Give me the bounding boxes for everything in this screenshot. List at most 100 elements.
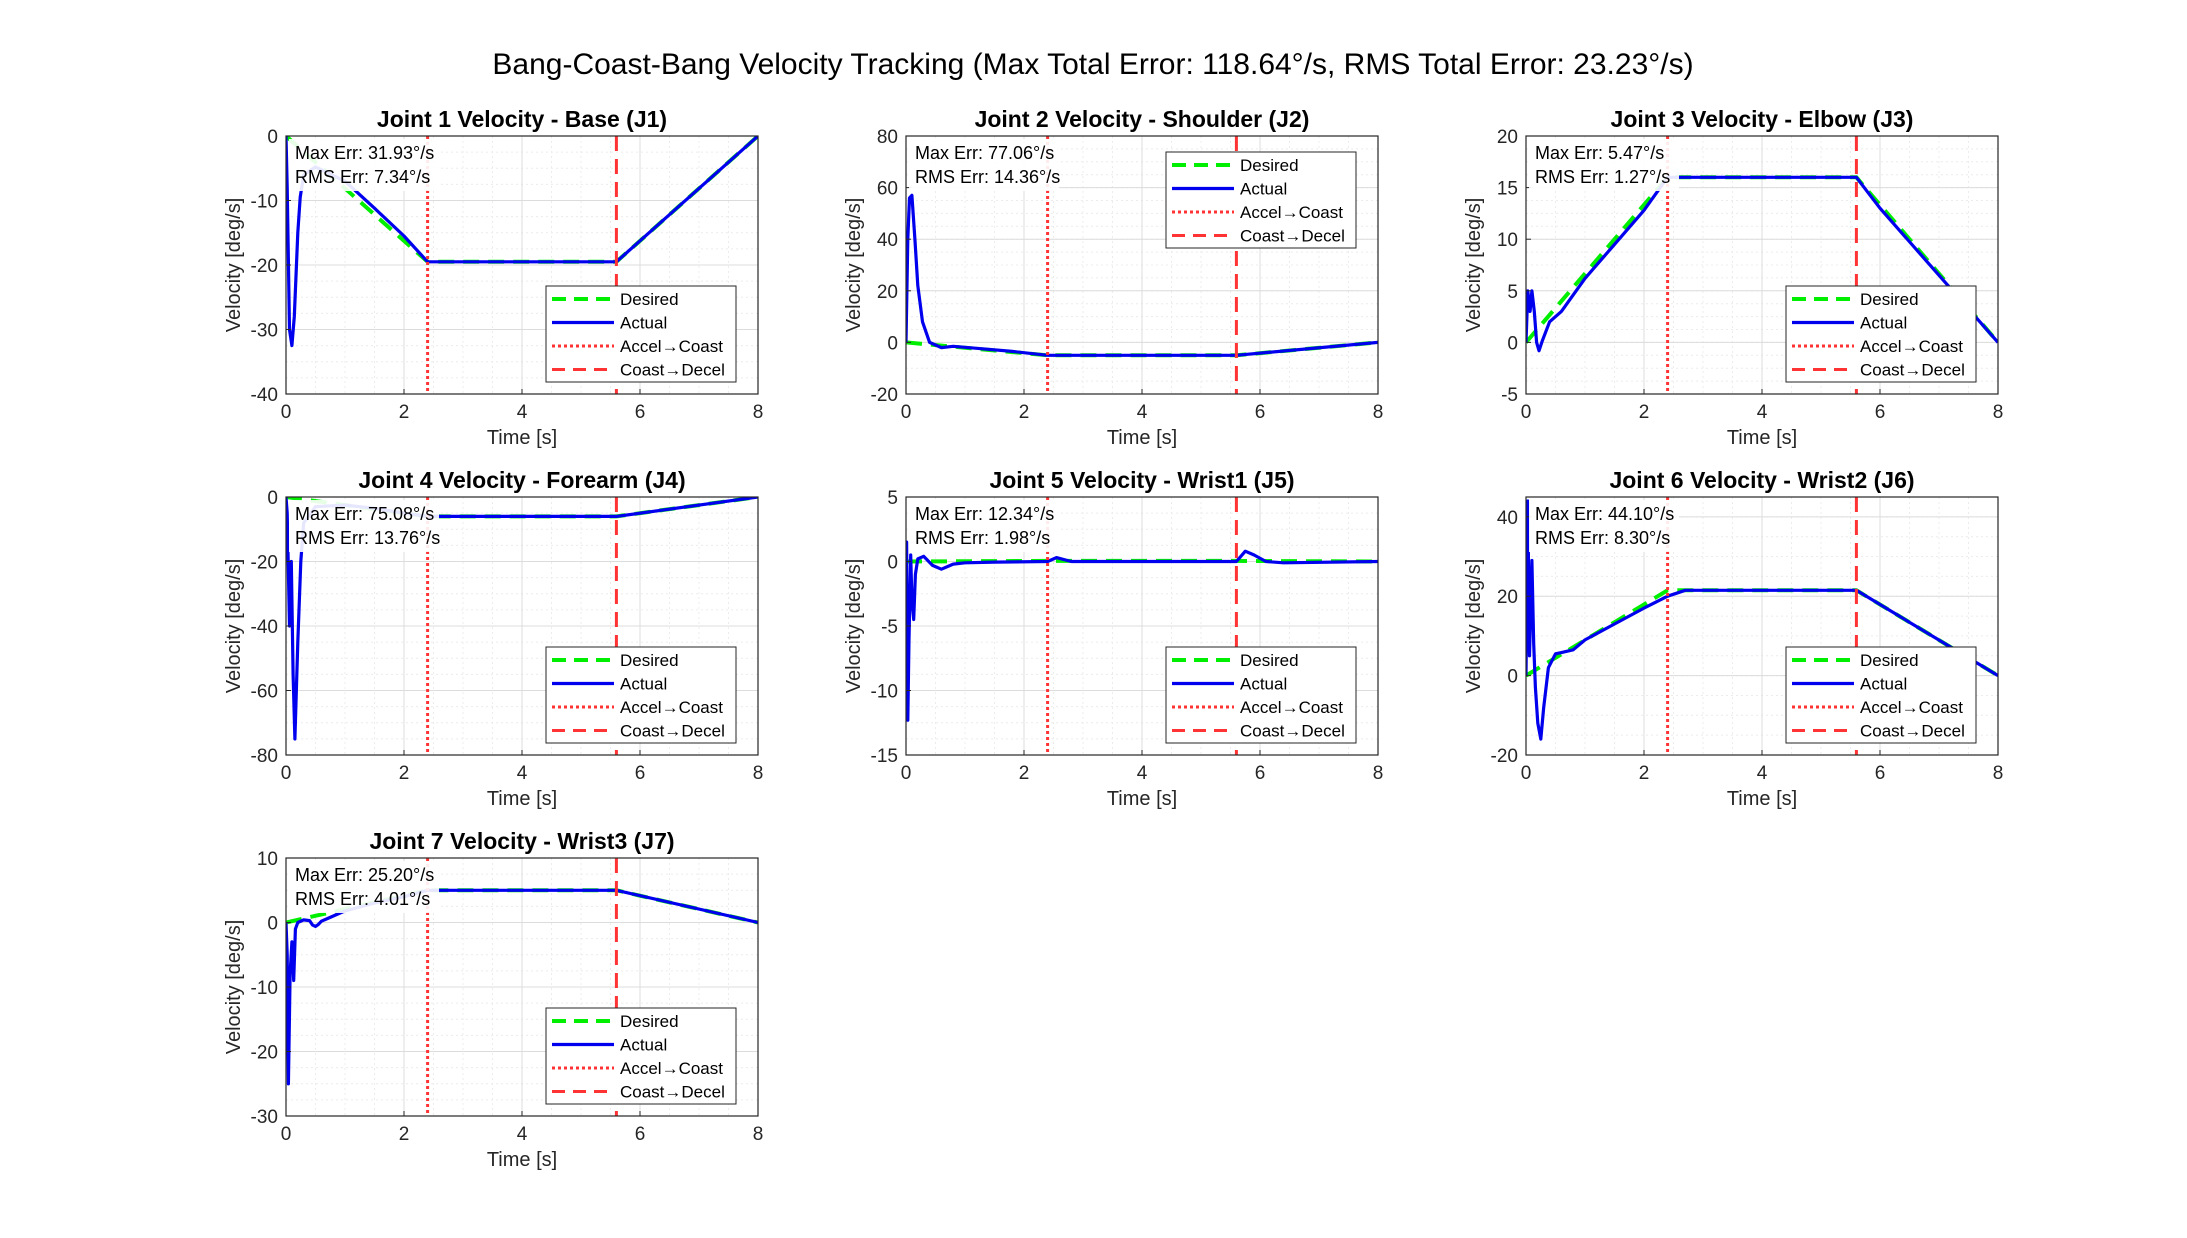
y-tick-label: -20 [871,385,898,406]
annotation-line: RMS Err: 4.01°/s [295,889,430,909]
error-annotation: Max Err: 5.47°/s RMS Err: 1.27°/s [1529,139,1679,191]
legend-label: Coast→Decel [1860,722,1965,741]
y-tick-label: 10 [1497,230,1518,251]
y-tick-label: 0 [267,914,278,935]
legend-label: Actual [1860,675,1907,694]
annotation-background [1529,500,1679,552]
legend: Desired Actual Accel→Coast Coast→Decel [545,646,737,744]
y-tick-label: -5 [881,617,898,638]
legend-label: Actual [620,675,667,694]
x-tick-label: 2 [1019,763,1030,784]
x-tick-label: 2 [1019,402,1030,423]
y-tick-label: 15 [1497,179,1518,200]
annotation-background [289,861,439,913]
y-axis-label: Velocity [deg/s] [843,559,865,694]
legend-label: Desired [620,290,679,309]
x-tick-label: 0 [1521,763,1532,784]
y-tick-label: -5 [1501,385,1518,406]
legend-label: Desired [1860,651,1919,670]
error-annotation: Max Err: 75.08°/s RMS Err: 13.76°/s [289,500,440,552]
legend-label: Actual [1240,180,1287,199]
series-actual [906,193,1378,357]
y-tick-label: 0 [887,553,898,574]
legend-label: Actual [1860,314,1907,333]
y-tick-label: 0 [267,127,278,148]
x-tick-label: 0 [281,402,292,423]
annotation-line: Max Err: 44.10°/s [1535,504,1674,524]
x-tick-label: 2 [1639,402,1650,423]
subplot-title: Joint 3 Velocity - Elbow (J3) [1611,106,1914,132]
annotation-background [289,500,439,552]
x-tick-label: 6 [635,763,646,784]
y-tick-label: 20 [1497,127,1518,148]
subplot-title: Joint 2 Velocity - Shoulder (J2) [975,106,1310,132]
x-tick-label: 4 [517,763,528,784]
annotation-line: Max Err: 12.34°/s [915,504,1054,524]
y-tick-label: -10 [871,682,898,703]
y-tick-label: 0 [267,488,278,509]
legend: Desired Actual Accel→Coast Coast→Decel [1785,646,1977,744]
legend-label: Actual [620,1036,667,1055]
legend: Desired Actual Accel→Coast Coast→Decel [545,285,737,383]
subplot-title: Joint 5 Velocity - Wrist1 (J5) [989,467,1294,493]
y-axis-label: Velocity [deg/s] [1463,198,1485,333]
x-tick-label: 8 [753,1124,764,1145]
x-axis-label: Time [s] [1727,788,1797,810]
legend-box [1165,646,1357,744]
y-tick-label: 60 [877,179,898,200]
legend-label: Accel→Coast [1860,698,1963,717]
x-tick-label: 8 [753,763,764,784]
x-tick-label: 6 [1875,402,1886,423]
legend-label: Coast→Decel [1240,722,1345,741]
legend: Desired Actual Accel→Coast Coast→Decel [545,1007,737,1105]
x-tick-label: 4 [1757,402,1768,423]
annotation-background [1529,139,1679,191]
y-tick-label: -40 [251,385,278,406]
x-tick-label: 0 [1521,402,1532,423]
series-actual [1526,499,1998,741]
subplot-j4: 0 2 4 6 8 -80 -60 -40 -20 0 Joint 4 Velocity - For… [223,467,763,810]
y-tick-label: -20 [251,256,278,277]
x-tick-label: 0 [281,1124,292,1145]
legend-label: Accel→Coast [620,337,723,356]
x-tick-label: 6 [635,402,646,423]
annotation-line: RMS Err: 1.98°/s [915,528,1050,548]
y-tick-label: 5 [1507,282,1518,303]
x-tick-label: 8 [1993,402,2004,423]
x-tick-label: 8 [1993,763,2004,784]
subplot-j1: 0 2 4 6 8 -40 -30 -20 -10 0 Joint 1 Velocity - Bas… [223,106,763,449]
legend: Desired Actual Accel→Coast Coast→Decel [1785,285,1977,383]
legend-label: Desired [620,651,679,670]
subplot-title: Joint 6 Velocity - Wrist2 (J6) [1609,467,1914,493]
legend-label: Desired [620,1012,679,1031]
x-tick-label: 4 [517,402,528,423]
legend-label: Desired [1240,156,1299,175]
y-tick-label: -80 [251,746,278,767]
y-tick-label: -10 [251,978,278,999]
x-tick-label: 2 [399,763,410,784]
y-axis-label: Velocity [deg/s] [223,920,245,1055]
y-tick-label: 40 [1497,508,1518,529]
x-axis-label: Time [s] [487,427,557,449]
x-tick-label: 0 [281,763,292,784]
annotation-line: Max Err: 75.08°/s [295,504,434,524]
annotation-line: RMS Err: 13.76°/s [295,528,440,548]
y-tick-label: -20 [1491,746,1518,767]
y-tick-label: 5 [887,488,898,509]
legend: Desired Actual Accel→Coast Coast→Decel [1165,646,1357,744]
y-tick-label: 40 [877,230,898,251]
legend-box [1785,285,1977,383]
legend-label: Accel→Coast [1240,698,1343,717]
error-annotation: Max Err: 25.20°/s RMS Err: 4.01°/s [289,861,439,913]
legend-label: Coast→Decel [1240,227,1345,246]
error-annotation: Max Err: 77.06°/s RMS Err: 14.36°/s [909,139,1060,191]
x-tick-label: 2 [1639,763,1650,784]
legend-label: Accel→Coast [1860,337,1963,356]
x-tick-label: 6 [635,1124,646,1145]
annotation-line: Max Err: 5.47°/s [1535,143,1664,163]
subplot-title: Joint 4 Velocity - Forearm (J4) [358,467,685,493]
x-tick-label: 4 [1137,763,1148,784]
